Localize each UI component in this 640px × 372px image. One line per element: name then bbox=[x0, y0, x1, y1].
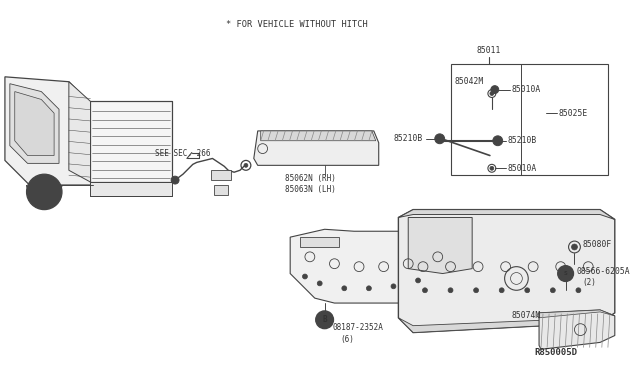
Circle shape bbox=[490, 92, 494, 96]
Circle shape bbox=[490, 166, 494, 170]
Polygon shape bbox=[290, 229, 472, 303]
Circle shape bbox=[244, 163, 248, 167]
Text: 85074M: 85074M bbox=[511, 311, 541, 320]
Text: 85210B: 85210B bbox=[508, 136, 537, 145]
Text: 85010A: 85010A bbox=[508, 164, 537, 173]
Polygon shape bbox=[90, 102, 172, 182]
Circle shape bbox=[316, 311, 333, 328]
Text: 85042M: 85042M bbox=[454, 77, 484, 86]
Circle shape bbox=[317, 281, 322, 286]
Text: * FOR VEHICLE WITHOUT HITCH: * FOR VEHICLE WITHOUT HITCH bbox=[227, 20, 368, 29]
Text: 85210B: 85210B bbox=[394, 134, 423, 143]
Circle shape bbox=[493, 136, 502, 146]
Text: 08566-6205A: 08566-6205A bbox=[577, 267, 630, 276]
Polygon shape bbox=[90, 182, 172, 196]
Circle shape bbox=[474, 288, 479, 293]
Circle shape bbox=[499, 288, 504, 293]
Circle shape bbox=[572, 244, 577, 250]
Circle shape bbox=[435, 134, 445, 144]
Text: (6): (6) bbox=[340, 335, 354, 344]
Circle shape bbox=[26, 174, 62, 209]
Polygon shape bbox=[254, 131, 379, 165]
Text: S: S bbox=[564, 271, 568, 276]
Circle shape bbox=[448, 288, 453, 293]
Polygon shape bbox=[214, 185, 228, 195]
Polygon shape bbox=[539, 310, 615, 318]
Polygon shape bbox=[15, 92, 54, 155]
Polygon shape bbox=[443, 237, 472, 273]
Circle shape bbox=[557, 266, 573, 281]
Polygon shape bbox=[10, 84, 59, 163]
Text: 85080F: 85080F bbox=[582, 240, 612, 248]
Text: SEE SEC. 266: SEE SEC. 266 bbox=[156, 149, 211, 158]
Circle shape bbox=[40, 188, 48, 196]
Circle shape bbox=[303, 274, 307, 279]
Polygon shape bbox=[300, 237, 339, 247]
Text: 08187-2352A: 08187-2352A bbox=[333, 323, 383, 332]
Text: (2): (2) bbox=[582, 278, 596, 287]
Polygon shape bbox=[408, 218, 472, 273]
Circle shape bbox=[415, 278, 420, 283]
Text: 85063N (LH): 85063N (LH) bbox=[285, 185, 336, 195]
Text: 85011: 85011 bbox=[477, 46, 501, 55]
Circle shape bbox=[525, 288, 530, 293]
Circle shape bbox=[171, 176, 179, 184]
Circle shape bbox=[342, 286, 347, 291]
Circle shape bbox=[367, 286, 371, 291]
Circle shape bbox=[422, 288, 428, 293]
Polygon shape bbox=[211, 170, 231, 180]
Polygon shape bbox=[260, 131, 376, 141]
Polygon shape bbox=[398, 209, 615, 219]
Text: B: B bbox=[323, 315, 327, 324]
Circle shape bbox=[391, 284, 396, 289]
Polygon shape bbox=[5, 77, 93, 185]
Text: 85062N (RH): 85062N (RH) bbox=[285, 174, 336, 183]
Polygon shape bbox=[398, 209, 615, 333]
Polygon shape bbox=[69, 82, 90, 182]
Circle shape bbox=[576, 288, 581, 293]
Text: R850005D: R850005D bbox=[534, 348, 577, 357]
Text: 85025E: 85025E bbox=[559, 109, 588, 118]
Circle shape bbox=[491, 86, 499, 93]
Circle shape bbox=[550, 288, 556, 293]
Text: 85010A: 85010A bbox=[511, 85, 541, 94]
Circle shape bbox=[35, 182, 54, 202]
Polygon shape bbox=[539, 310, 615, 349]
Polygon shape bbox=[398, 318, 600, 333]
